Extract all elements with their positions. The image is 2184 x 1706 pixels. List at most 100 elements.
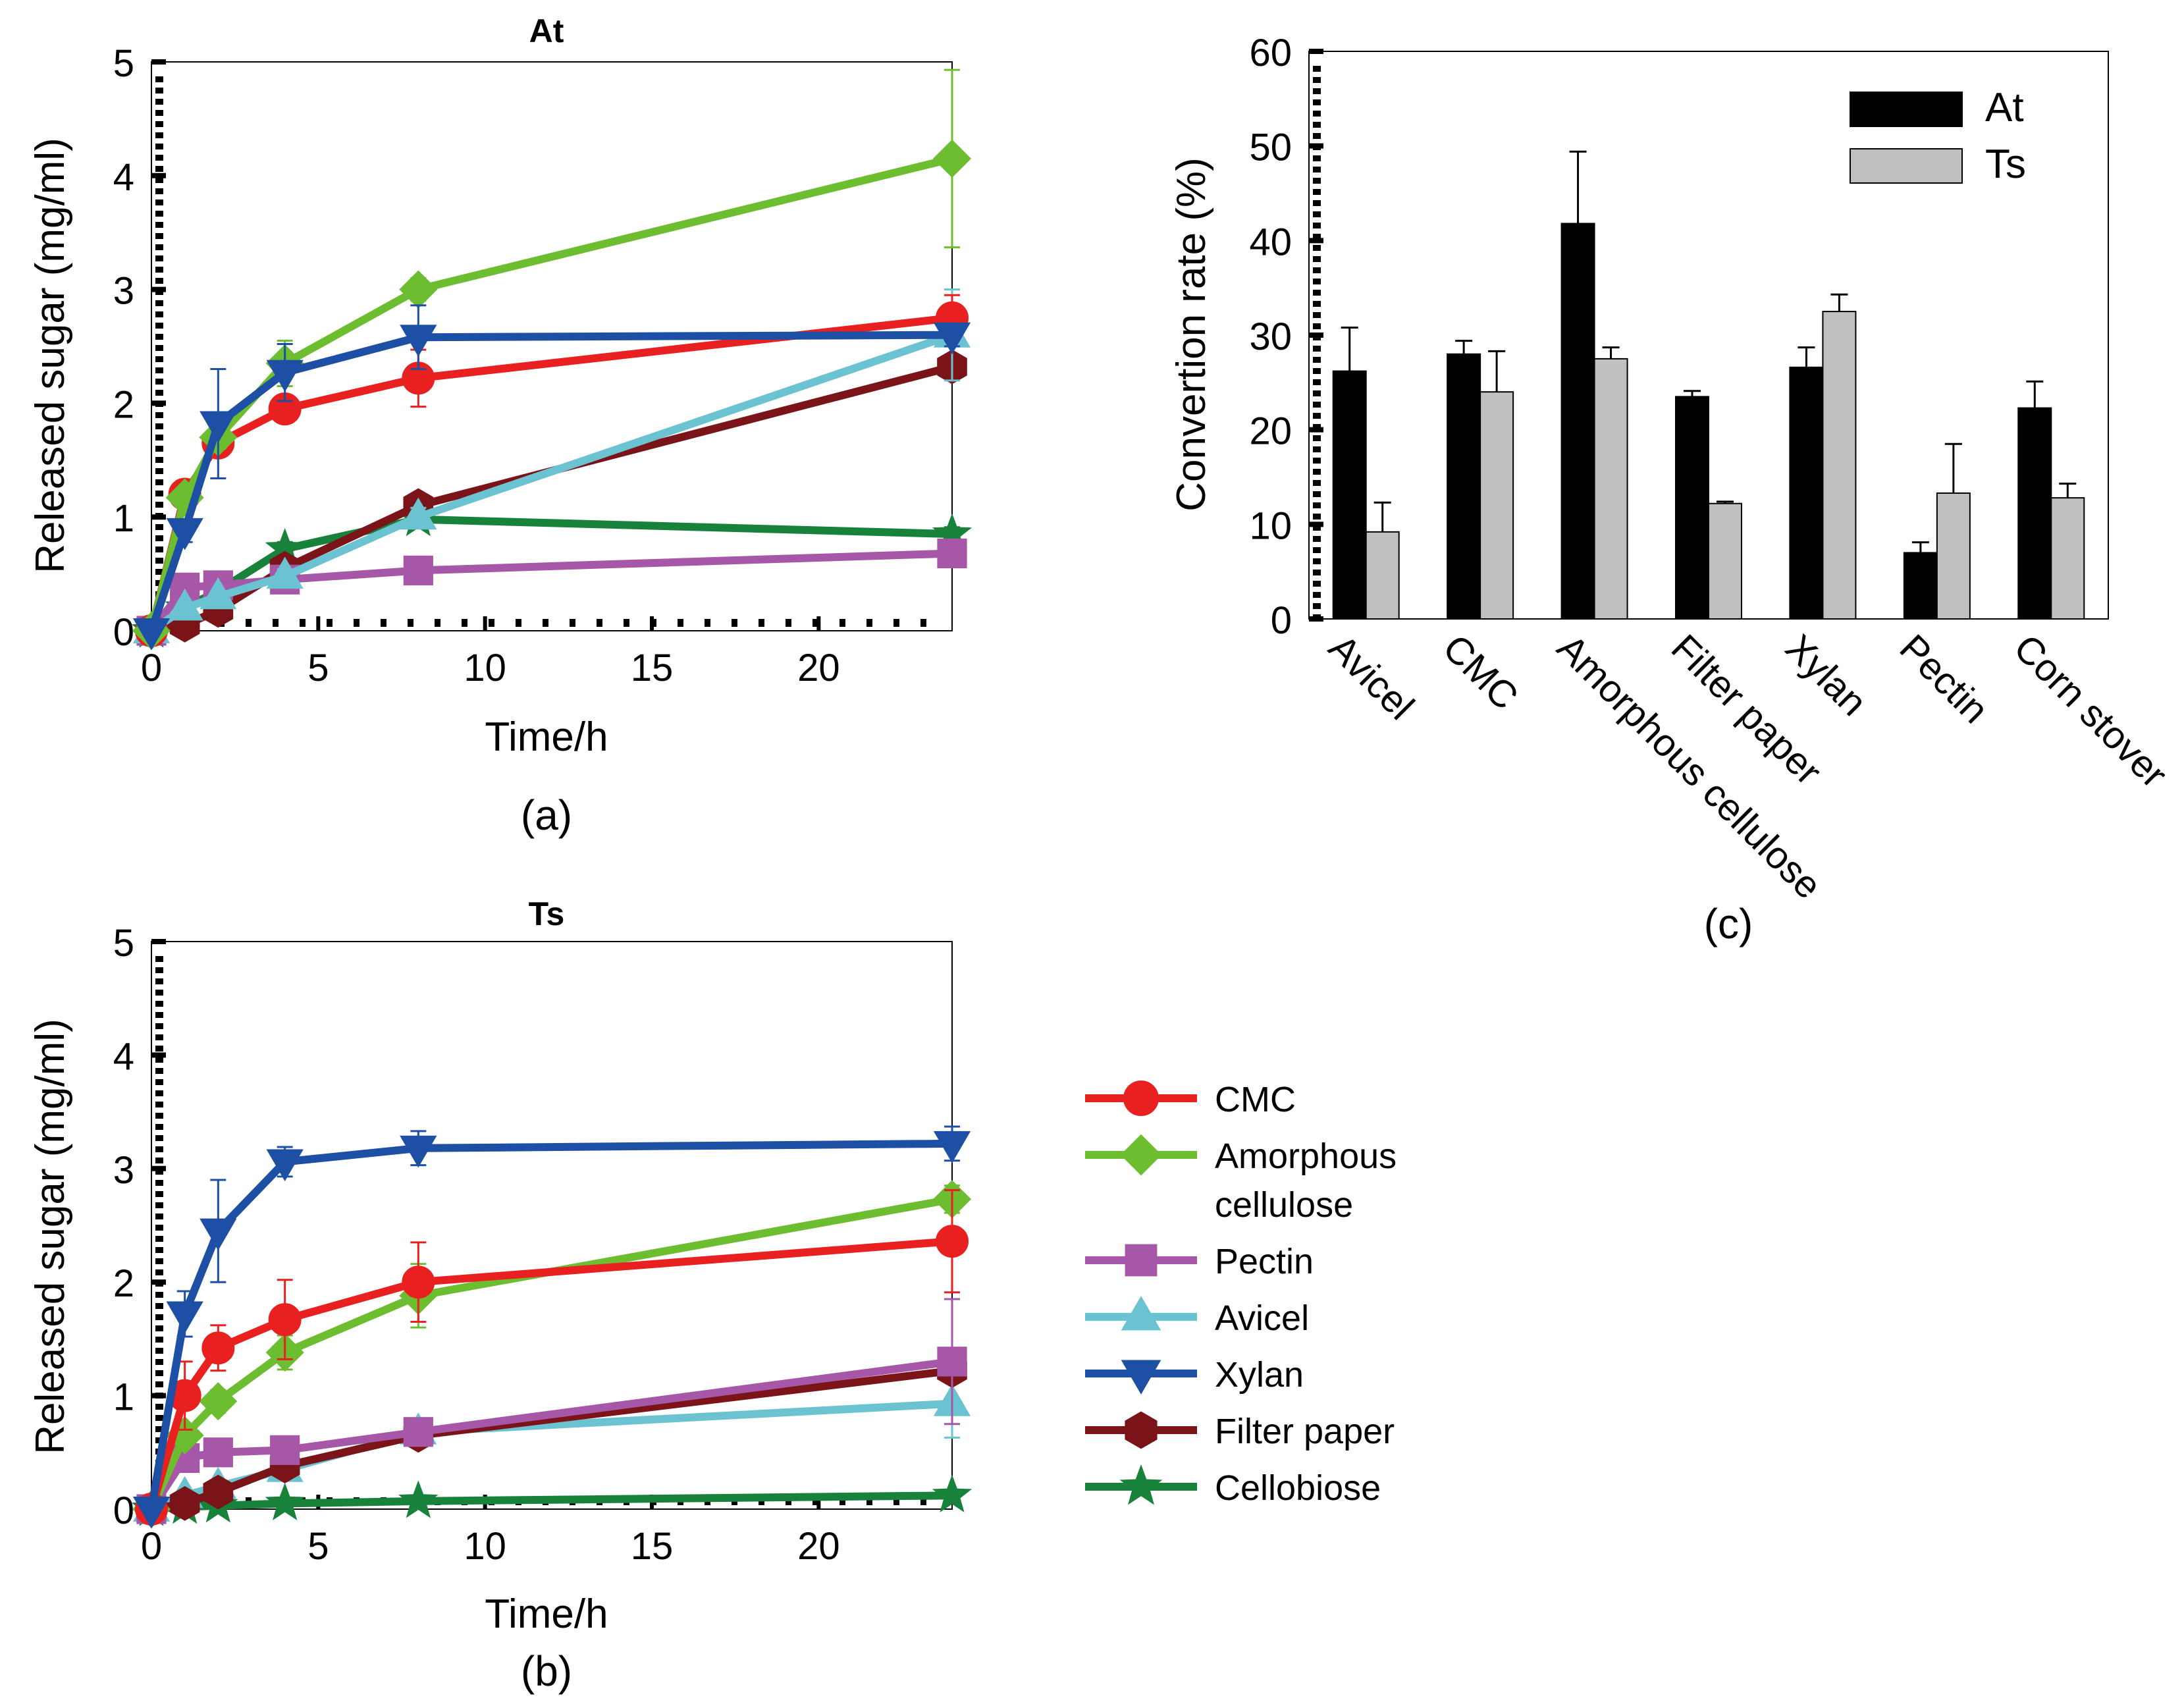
c-bar-at-avicel bbox=[1332, 370, 1367, 620]
c-ytick-label: 10 bbox=[1249, 504, 1292, 547]
c-ytick-label: 30 bbox=[1249, 315, 1292, 358]
b-data-point bbox=[400, 1135, 437, 1168]
panel-b-xlabel: Time/h bbox=[485, 1591, 608, 1637]
a-data-point bbox=[200, 411, 237, 444]
a-series-xylan bbox=[132, 304, 971, 651]
c-legend-label-ts: Ts bbox=[1985, 142, 2026, 187]
b-data-point bbox=[266, 1149, 304, 1182]
legend-label: cellulose bbox=[1215, 1185, 1353, 1225]
legend-marker bbox=[1125, 1244, 1158, 1277]
b-data-point bbox=[936, 1225, 969, 1258]
a-data-point bbox=[932, 139, 972, 178]
a-ytick-label: 0 bbox=[113, 611, 134, 654]
legend-marker bbox=[1119, 1464, 1163, 1505]
b-series-cmc bbox=[135, 1189, 969, 1526]
legend-item-pectin: Pectin bbox=[1085, 1242, 1314, 1281]
a-ytick-label: 1 bbox=[113, 497, 134, 540]
c-bar-ts-filter-paper bbox=[1708, 502, 1742, 620]
legend-marker bbox=[1121, 1296, 1161, 1331]
b-series-cellobiose bbox=[131, 1474, 972, 1526]
b-data-point bbox=[937, 1346, 967, 1377]
a-data-point bbox=[266, 556, 304, 589]
a-series-pectin bbox=[136, 538, 967, 646]
c-ytick-label: 60 bbox=[1249, 32, 1292, 74]
c-category-label: Xylan bbox=[1777, 626, 1875, 724]
a-ytick-label: 2 bbox=[113, 383, 134, 426]
panel-b-title: Ts bbox=[529, 895, 565, 932]
b-ytick-label: 0 bbox=[113, 1489, 134, 1532]
c-bar-at-xylan bbox=[1789, 366, 1824, 620]
legend-item-cmc: CMC bbox=[1085, 1080, 1296, 1119]
c-category-label: Corn stover bbox=[2006, 626, 2175, 796]
b-series-line bbox=[147, 1237, 953, 1510]
b-xtick-label: 0 bbox=[141, 1525, 162, 1568]
c-legend-swatch-at bbox=[1850, 92, 1963, 127]
c-ytick-label: 40 bbox=[1249, 221, 1292, 263]
a-ytick-label: 5 bbox=[113, 42, 134, 85]
legend-label: Pectin bbox=[1215, 1242, 1314, 1281]
legend-label: Avicel bbox=[1215, 1298, 1309, 1338]
legend-item-filter-paper: Filter paper bbox=[1085, 1411, 1395, 1451]
a-series-line bbox=[147, 331, 953, 632]
b-data-point bbox=[403, 1417, 433, 1447]
c-bar-legend: At Ts bbox=[1850, 85, 2026, 187]
legend-marker bbox=[1121, 1360, 1161, 1395]
a-xtick-label: 10 bbox=[464, 647, 506, 689]
a-ytick-label: 4 bbox=[113, 156, 134, 199]
a-data-point bbox=[933, 322, 971, 355]
legend-label: Filter paper bbox=[1215, 1412, 1395, 1451]
b-xtick-label: 15 bbox=[631, 1525, 674, 1568]
panel-b-line-chart: Ts Released sugar (mg/ml) Time/h (b) 0 1 2… bbox=[28, 895, 972, 1695]
legend-marker bbox=[1125, 1411, 1158, 1449]
c-ytick-label: 20 bbox=[1249, 410, 1292, 453]
a-xtick-label: 15 bbox=[631, 647, 674, 689]
a-data-point bbox=[166, 588, 203, 621]
c-bar-ts-avicel bbox=[1365, 531, 1400, 620]
b-xtick-label: 10 bbox=[464, 1525, 506, 1568]
c-bar-ts-corn-stover bbox=[2050, 497, 2085, 620]
b-data-point bbox=[201, 1331, 235, 1365]
legend-label: Cellobiose bbox=[1215, 1468, 1381, 1508]
a-data-point bbox=[937, 538, 967, 569]
b-data-point bbox=[932, 1474, 972, 1512]
a-xtick-label: 0 bbox=[141, 647, 162, 689]
b-xtick-label: 20 bbox=[797, 1525, 840, 1568]
b-data-point bbox=[265, 1482, 305, 1521]
a-series-avicel bbox=[132, 288, 971, 643]
b-ytick-label: 3 bbox=[113, 1149, 134, 1192]
c-bar-at-amorphous-cellulose bbox=[1560, 223, 1595, 620]
c-category-label: Pectin bbox=[1892, 626, 1997, 732]
b-data-point bbox=[199, 1382, 238, 1421]
c-bar-ts-xylan bbox=[1822, 311, 1857, 620]
a-data-point bbox=[266, 360, 304, 392]
panel-b-label: (b) bbox=[521, 1647, 572, 1695]
c-bar-at-filter-paper bbox=[1675, 396, 1709, 620]
a-xtick-label: 20 bbox=[797, 647, 840, 689]
b-series-xylan bbox=[132, 1125, 971, 1529]
b-data-point bbox=[270, 1435, 300, 1465]
b-series-line bbox=[147, 1139, 953, 1510]
b-data-point bbox=[398, 1480, 439, 1518]
b-data-point bbox=[169, 1486, 200, 1521]
legend-item-avicel: Avicel bbox=[1085, 1296, 1309, 1338]
panel-c-label: (c) bbox=[1704, 900, 1753, 947]
b-ytick-label: 5 bbox=[113, 922, 134, 965]
legend-label: CMC bbox=[1215, 1080, 1296, 1119]
c-bar-ts-cmc bbox=[1479, 391, 1514, 620]
c-ytick-label: 50 bbox=[1249, 126, 1292, 169]
c-category-label: Avicel bbox=[1321, 626, 1423, 728]
b-data-point bbox=[203, 1437, 233, 1468]
legend-label: Xylan bbox=[1215, 1355, 1304, 1395]
panel-a-ylabel: Released sugar (mg/ml) bbox=[28, 138, 73, 573]
c-bar-at-pectin bbox=[1903, 552, 1938, 620]
panel-a-line-chart: At Released sugar (mg/ml) Time/h (a) 0 1 2… bbox=[28, 13, 972, 839]
a-data-point bbox=[166, 518, 203, 550]
b-ytick-label: 4 bbox=[113, 1035, 134, 1078]
legend-item-amorphous-cellulose: Amorphous cellulose bbox=[1085, 1134, 1397, 1225]
b-data-point bbox=[203, 1474, 234, 1510]
c-bar-ts-pectin bbox=[1936, 492, 1971, 620]
a-data-point bbox=[132, 618, 171, 651]
b-data-point bbox=[402, 1266, 435, 1299]
panel-a-xlabel: Time/h bbox=[485, 714, 608, 760]
b-data-point bbox=[268, 1303, 302, 1337]
